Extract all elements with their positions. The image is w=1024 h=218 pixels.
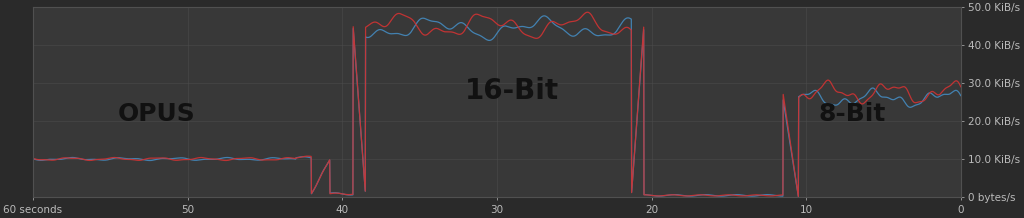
- Text: 16-Bit: 16-Bit: [465, 77, 559, 105]
- Text: 8-Bit: 8-Bit: [819, 102, 886, 126]
- Text: OPUS: OPUS: [118, 102, 196, 126]
